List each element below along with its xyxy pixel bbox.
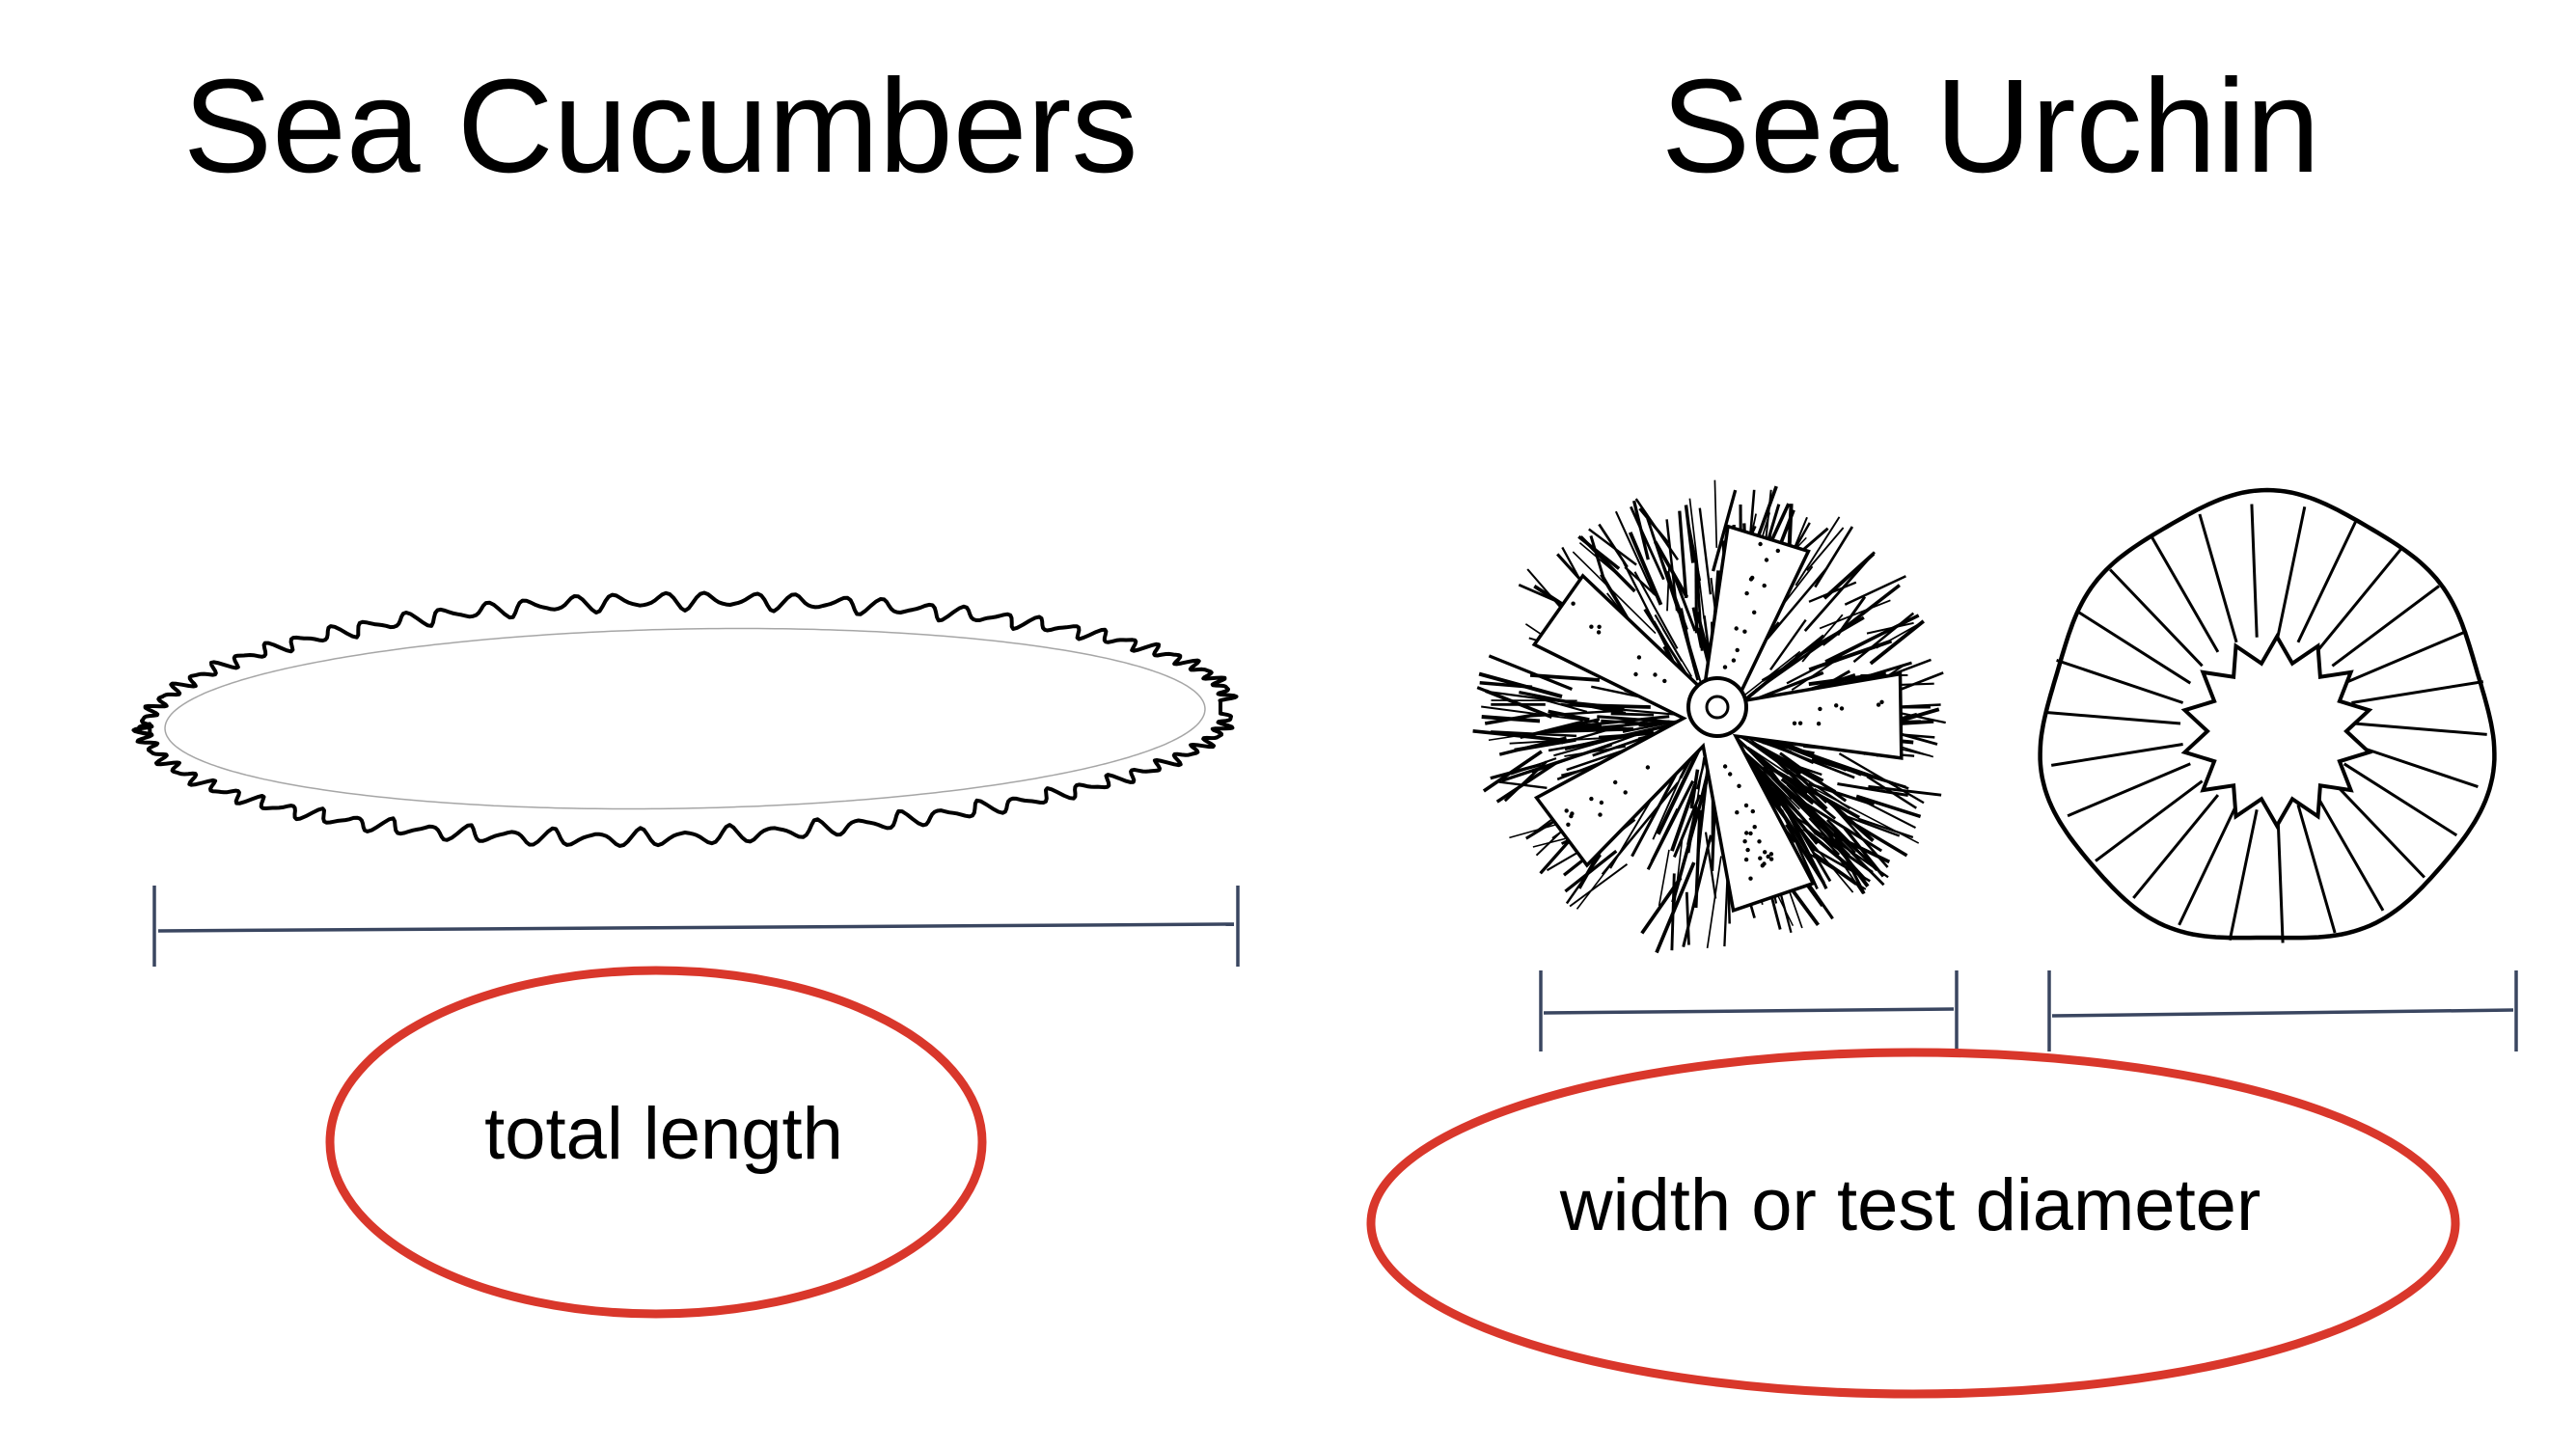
width-diameter-ellipse — [1366, 1048, 2460, 1399]
sea-cucumbers-title: Sea Cucumbers — [183, 52, 1138, 201]
urchin-test-diameter-scale-bar — [2047, 970, 2518, 1051]
width-diameter-label: width or test diameter — [1559, 1164, 2261, 1246]
sea-urchin-test-icon — [2038, 487, 2497, 943]
urchin-width-scale-bar — [1539, 970, 1959, 1051]
sea-urchin-with-spines-icon — [1472, 479, 1946, 954]
total-length-ellipse — [325, 966, 987, 1319]
cucumber-length-scale-bar — [152, 886, 1240, 967]
sea-cucumber-icon — [131, 590, 1239, 848]
sea-urchin-title: Sea Urchin — [1661, 52, 2320, 201]
total-length-label: total length — [484, 1093, 843, 1175]
